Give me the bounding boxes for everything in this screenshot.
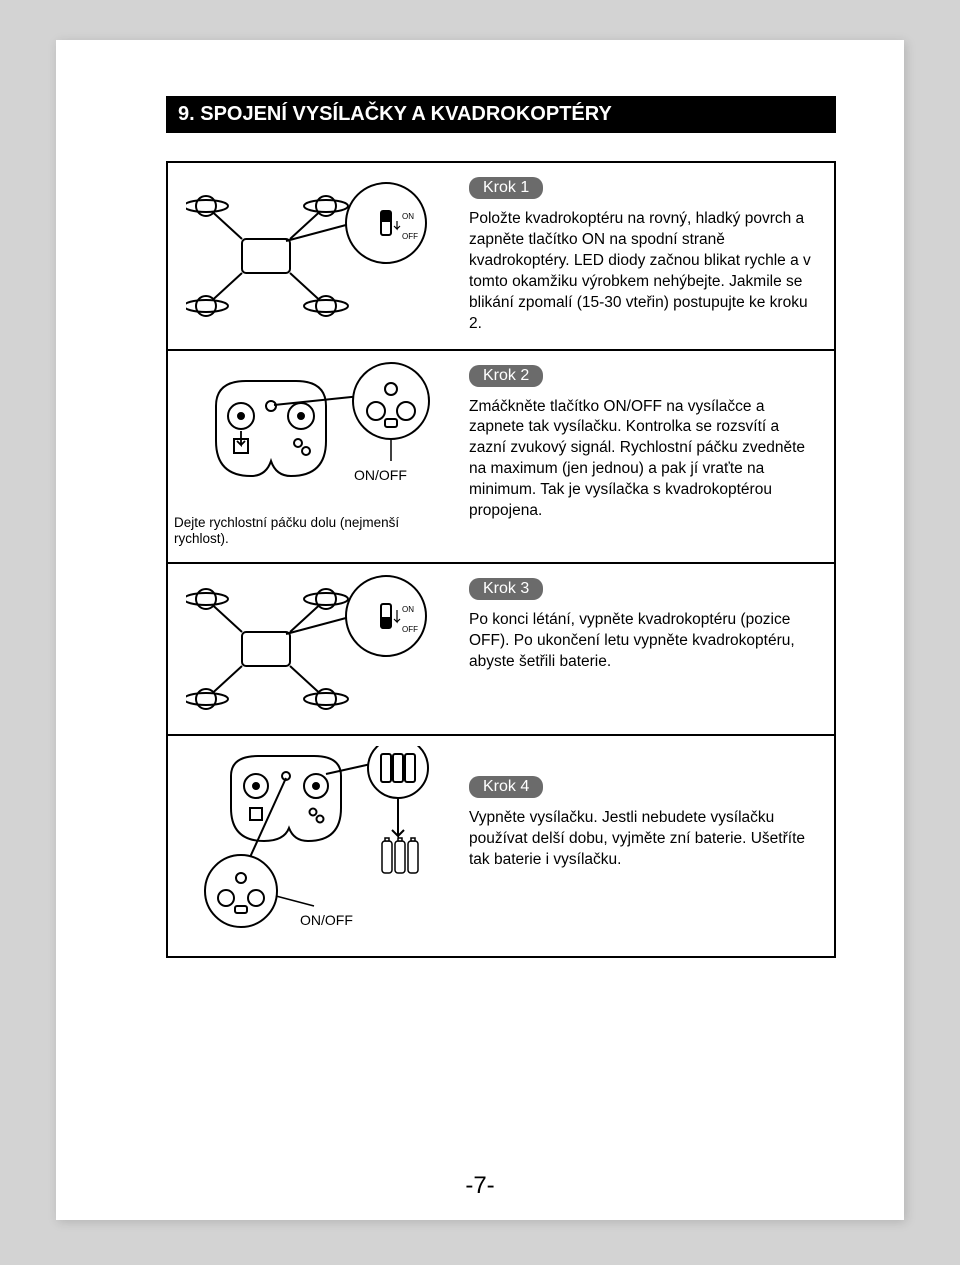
step-3-badge: Krok 3 bbox=[469, 578, 543, 600]
quadcopter-icon: ON OFF bbox=[186, 181, 446, 331]
illustration-step-2: ON/OFF Dejte rychlostní páčku dolu (nejm… bbox=[168, 351, 463, 563]
step-3-body: Po konci létání, vypněte kvadrokoptéru (… bbox=[469, 610, 814, 673]
page-number: -7- bbox=[56, 1172, 904, 1200]
quadcopter-off-icon: ON OFF bbox=[186, 574, 446, 724]
illustration-step-1: ON OFF bbox=[168, 163, 463, 349]
step-row-2: ON/OFF Dejte rychlostní páčku dolu (nejm… bbox=[168, 351, 834, 565]
switch-on-label-3: ON bbox=[402, 605, 414, 614]
step-2-caption: Dejte rychlostní páčku dolu (nejmenší ry… bbox=[174, 515, 457, 549]
step-1-body: Položte kvadrokoptéru na rovný, hladký p… bbox=[469, 209, 814, 335]
step-4-badge: Krok 4 bbox=[469, 776, 543, 798]
steps-table: ON OFF Krok 1 Položte kvadrokoptéru na r… bbox=[166, 161, 836, 958]
step-2-body: Zmáčkněte tlačítko ON/OFF na vysílačce a… bbox=[469, 397, 814, 523]
manual-page: 9. SPOJENÍ VYSÍLAČKY A KVADROKOPTÉRY bbox=[56, 40, 904, 1220]
switch-off-label-3: OFF bbox=[402, 625, 418, 634]
step-row-3: ON OFF Krok 3 Po konci létání, vypněte k… bbox=[168, 564, 834, 736]
step-2-badge: Krok 2 bbox=[469, 365, 543, 387]
step-4-text: Krok 4 Vypněte vysílačku. Jestli nebudet… bbox=[463, 736, 834, 956]
section-title: 9. SPOJENÍ VYSÍLAČKY A KVADROKOPTÉRY bbox=[166, 96, 836, 133]
step-3-text: Krok 3 Po konci létání, vypněte kvadroko… bbox=[463, 564, 834, 734]
onoff-label-step2: ON/OFF bbox=[354, 467, 407, 483]
switch-on-label: ON bbox=[402, 212, 414, 221]
onoff-label-step4: ON/OFF bbox=[300, 912, 353, 928]
controller-icon bbox=[186, 361, 446, 511]
step-row-1: ON OFF Krok 1 Položte kvadrokoptéru na r… bbox=[168, 163, 834, 351]
step-1-text: Krok 1 Položte kvadrokoptéru na rovný, h… bbox=[463, 163, 834, 349]
switch-off-label: OFF bbox=[402, 232, 418, 241]
step-4-body: Vypněte vysílačku. Jestli nebudete vysíl… bbox=[469, 808, 814, 871]
step-2-text: Krok 2 Zmáčkněte tlačítko ON/OFF na vysí… bbox=[463, 351, 834, 563]
illustration-step-4: ON/OFF bbox=[168, 736, 463, 956]
step-row-4: ON/OFF Krok 4 Vypněte vysílačku. Jestli … bbox=[168, 736, 834, 956]
step-1-badge: Krok 1 bbox=[469, 177, 543, 199]
illustration-step-3: ON OFF bbox=[168, 564, 463, 734]
